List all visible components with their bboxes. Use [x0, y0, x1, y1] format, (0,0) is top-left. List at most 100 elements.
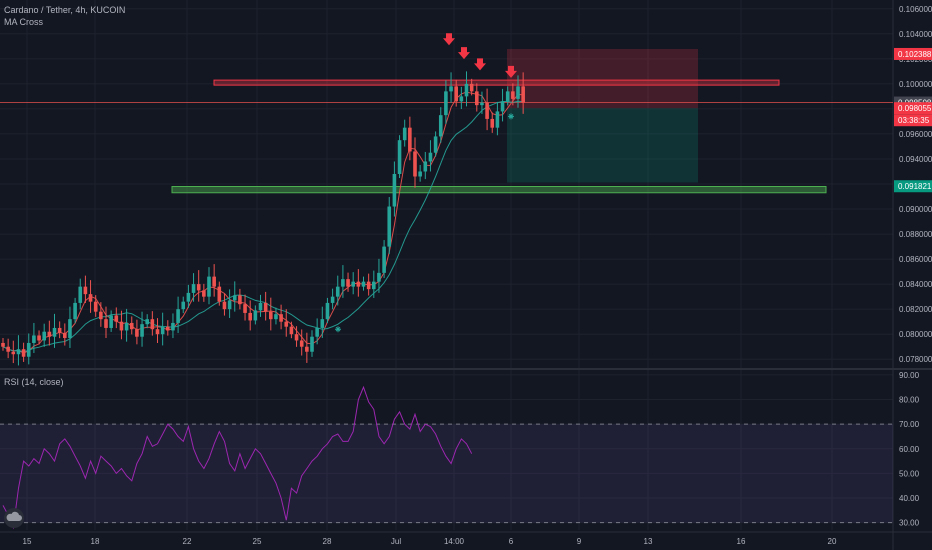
target-price-tag [894, 47, 932, 60]
price-axis[interactable]: 0.1060000.1040000.1020000.1000000.098000… [899, 5, 932, 528]
arrow-markers [335, 33, 517, 333]
time-tick-label: 6 [509, 537, 514, 546]
down-arrow-icon [458, 47, 470, 60]
candle-body [217, 286, 222, 302]
candle-body [387, 206, 392, 247]
candle-body [42, 331, 46, 341]
candle-body [402, 127, 407, 141]
candle-body [382, 246, 386, 273]
candle-body [444, 91, 448, 116]
price-tick-label: 0.078000 [899, 355, 932, 364]
candle-body [423, 161, 428, 172]
candle-body [191, 284, 196, 293]
candle-body [263, 302, 268, 312]
price-tick-label: 0.094000 [899, 155, 932, 164]
time-tick-label: 20 [828, 537, 837, 546]
candle-body [310, 336, 314, 352]
candle-body [93, 301, 98, 312]
candle-body [202, 290, 206, 297]
price-tick-label: 0.104000 [899, 30, 932, 39]
candle-body [258, 302, 263, 311]
price-tick-label: 0.096000 [899, 130, 932, 139]
candle-body [500, 101, 505, 112]
candle-body [274, 314, 278, 320]
candle-body [351, 281, 355, 287]
candle-body [294, 334, 299, 341]
candle-body [330, 296, 335, 303]
candle-body [305, 346, 309, 352]
candle-body [341, 279, 345, 287]
target-price-tag-text: 0.102388 [898, 50, 932, 59]
candle-body [248, 312, 252, 321]
price-tick-label: 0.088000 [899, 230, 932, 239]
ma-fast-line [2, 91, 524, 354]
candle-body [222, 301, 227, 310]
candle-body [155, 329, 160, 335]
candle-series [1, 71, 525, 366]
candle-body [495, 111, 500, 128]
time-tick-label: 9 [577, 537, 582, 546]
candle-body [469, 83, 474, 92]
candle-body [83, 286, 88, 295]
cloud-logo-icon [4, 508, 24, 528]
candle-body [418, 171, 422, 177]
entry-price-tag [894, 102, 932, 115]
countdown-tag [894, 114, 932, 127]
candle-body [26, 342, 31, 357]
time-tick-label: 16 [737, 537, 746, 546]
time-tick-label: 15 [23, 537, 32, 546]
candle-body [485, 102, 489, 119]
candle-body [346, 279, 350, 287]
candle-body [377, 272, 381, 282]
candle-body [16, 349, 21, 355]
rsi-tick-label: 70.00 [899, 420, 920, 429]
candle-body [408, 127, 412, 152]
time-axis[interactable]: 15 18 22 25 28 Jul 14:00 6 9 13 16 20 [23, 537, 837, 546]
resistance-zone [213, 79, 780, 86]
candle-body [511, 91, 515, 99]
symbol-title[interactable]: Cardano / Tether, 4h, KUCOIN [4, 5, 126, 15]
candle-body [32, 335, 36, 343]
support-price-tag [894, 180, 932, 193]
candle-body [521, 86, 525, 103]
candle-body [129, 322, 134, 330]
time-tick-label: 14:00 [444, 537, 465, 546]
candle-body [99, 311, 103, 320]
candle-body [227, 300, 232, 310]
cross-marker-icon [508, 113, 514, 120]
candle-body [73, 302, 77, 320]
candle-body [480, 102, 484, 106]
candle-body [243, 304, 247, 313]
candle-body [68, 319, 72, 338]
candle-body [135, 329, 139, 337]
candle-body [11, 351, 16, 355]
down-arrow-icon [505, 65, 517, 78]
candle-body [438, 115, 443, 137]
down-arrow-icon [474, 58, 486, 71]
candle-body [279, 314, 283, 322]
time-tick-label: 22 [183, 537, 192, 546]
cross-marker-icon [335, 326, 341, 333]
candle-body [171, 322, 175, 331]
candle-body [454, 86, 458, 102]
candle-body [361, 281, 366, 287]
rsi-tick-label: 80.00 [899, 396, 920, 405]
candle-body [433, 136, 438, 153]
candle-body [490, 118, 495, 128]
rsi-label[interactable]: RSI (14, close) [4, 377, 64, 387]
time-tick-label: Jul [391, 537, 401, 546]
ma-cross-label[interactable]: MA Cross [4, 17, 44, 27]
candle-body [88, 294, 93, 302]
rsi-pane [0, 385, 893, 530]
candle-body [269, 311, 273, 320]
rsi-tick-label: 30.00 [899, 519, 920, 528]
candle-body [232, 295, 237, 301]
candle-body [57, 327, 62, 333]
entry-price-tag-text: 0.098055 [898, 104, 932, 113]
candle-body [284, 321, 289, 327]
candle-body [176, 309, 180, 323]
candle-body [63, 332, 67, 338]
candle-body [335, 286, 340, 297]
